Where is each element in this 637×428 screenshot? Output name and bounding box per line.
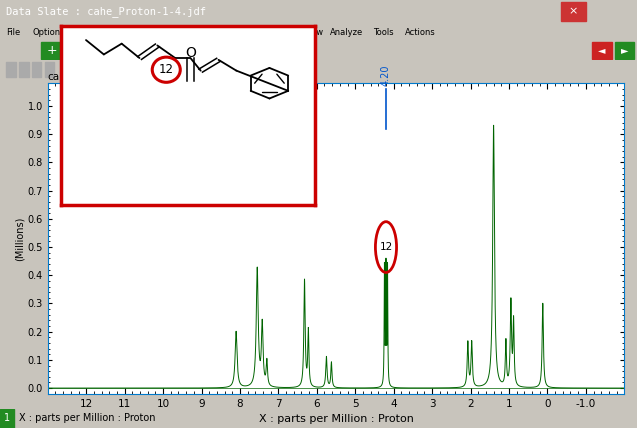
Text: cahe_Proton-1-4.jdf: cahe_Proton-1-4.jdf	[48, 71, 150, 82]
Y-axis label: (Millions): (Millions)	[15, 217, 25, 261]
Bar	[615, 42, 634, 59]
Text: 1: 1	[4, 413, 10, 423]
X-axis label: X : parts per Million : Proton: X : parts per Million : Proton	[259, 414, 413, 424]
Bar	[86, 62, 96, 77]
Bar	[45, 62, 54, 77]
Bar	[32, 62, 41, 77]
Bar	[73, 62, 83, 77]
Text: View: View	[304, 27, 324, 37]
Text: ×: ×	[73, 44, 83, 57]
Bar	[111, 62, 121, 77]
Text: +: +	[47, 44, 57, 57]
Text: ►: ►	[620, 45, 628, 55]
Text: 12: 12	[159, 63, 174, 76]
Text: Analyze: Analyze	[330, 27, 363, 37]
Text: Tools: Tools	[373, 27, 394, 37]
Text: X : parts per Million : Proton: X : parts per Million : Proton	[19, 413, 155, 423]
Text: O: O	[185, 46, 196, 59]
Text: Slicing: Slicing	[162, 27, 190, 37]
Text: 4.20: 4.20	[380, 65, 390, 86]
Bar	[67, 42, 89, 59]
Text: Actions: Actions	[405, 27, 436, 37]
Text: Reports: Reports	[76, 27, 108, 37]
Text: File: File	[6, 27, 20, 37]
Bar	[592, 42, 612, 59]
Text: 12: 12	[380, 242, 392, 252]
Text: ◄: ◄	[598, 45, 606, 55]
Bar	[6, 62, 16, 77]
Bar	[41, 42, 64, 59]
Text: Process: Process	[261, 27, 292, 37]
Text: Project: Project	[119, 27, 148, 37]
Text: ×: ×	[569, 7, 578, 17]
Bar	[61, 62, 70, 77]
Bar	[0, 409, 14, 428]
Bar	[19, 62, 29, 77]
Bar	[561, 3, 586, 21]
Text: Options: Options	[32, 27, 65, 37]
Text: Data Slate : cahe_Proton-1-4.jdf: Data Slate : cahe_Proton-1-4.jdf	[6, 6, 206, 17]
Bar	[99, 62, 108, 77]
Text: Expansion: Expansion	[206, 27, 249, 37]
